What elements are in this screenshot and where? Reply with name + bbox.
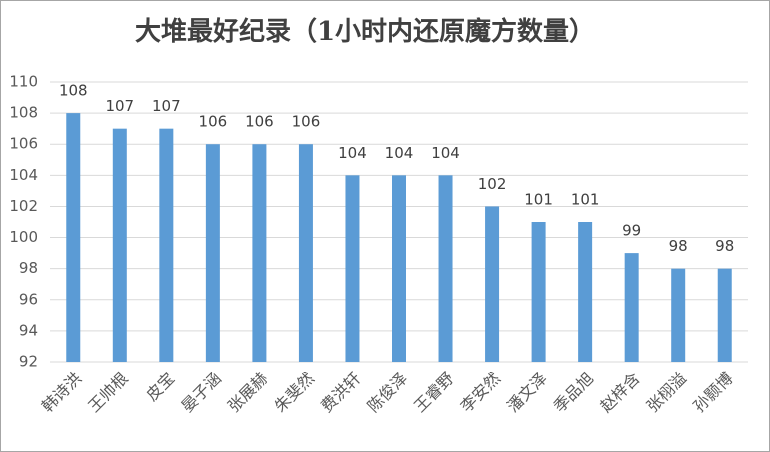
y-tick-label: 98 [19,259,38,277]
value-label: 104 [385,144,414,162]
bar [392,175,406,362]
value-label: 101 [524,191,553,209]
value-label: 102 [478,175,507,193]
y-tick-label: 110 [9,73,38,91]
value-label: 99 [622,222,641,240]
bar [717,268,732,362]
value-label: 107 [105,97,134,115]
bar [112,128,127,362]
value-label: 106 [245,113,274,131]
value-label: 106 [292,113,321,131]
value-label: 98 [669,237,688,255]
bar [624,253,639,362]
value-label: 98 [715,237,734,255]
y-tick-label: 108 [9,104,38,122]
bar [205,144,220,362]
value-label: 106 [199,113,228,131]
value-label: 107 [152,97,181,115]
bar [252,144,267,362]
y-tick-label: 104 [9,166,38,184]
y-tick-label: 96 [19,290,38,308]
bar [66,113,81,362]
value-label: 101 [571,191,600,209]
y-tick-label: 100 [9,228,38,246]
value-label: 108 [59,82,88,100]
y-tick-label: 94 [19,321,38,339]
chart-title: 大堆最好纪录（1小时内还原魔方数量） [135,16,595,47]
bar [485,206,500,362]
bar [345,175,360,362]
bar [531,222,546,362]
bar [578,222,593,362]
value-label: 104 [338,144,367,162]
bar [298,144,313,362]
bar [159,128,174,362]
y-tick-label: 102 [9,197,38,215]
bar [671,268,686,362]
bar [438,175,453,362]
value-label: 104 [431,144,460,162]
y-tick-label: 106 [9,135,38,153]
y-tick-label: 92 [19,353,38,371]
